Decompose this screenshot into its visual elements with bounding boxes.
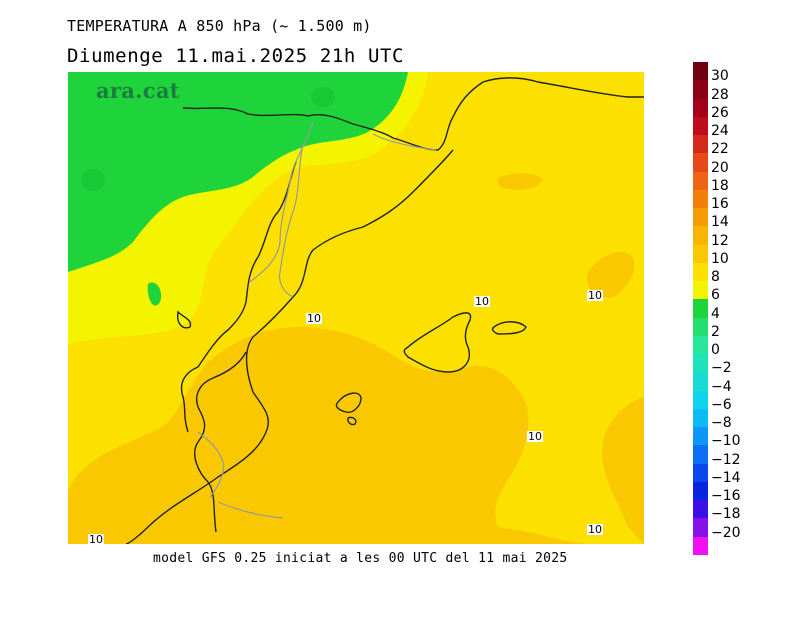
color-scale-tick-label: 18	[711, 177, 729, 194]
color-scale-swatch	[693, 335, 708, 355]
contour-label: 10	[587, 523, 603, 536]
color-scale-swatch	[693, 153, 708, 173]
color-scale-tick-label: −6	[711, 396, 732, 413]
color-scale-tick-label: −18	[711, 506, 741, 523]
color-scale-tick-label: 22	[711, 141, 729, 158]
color-scale-tick-label: 2	[711, 323, 720, 340]
color-scale-tick-label: 12	[711, 232, 729, 249]
band-4-6-area	[68, 72, 408, 272]
color-scale-swatch	[693, 135, 708, 154]
color-scale-swatch	[693, 189, 708, 209]
map-subtitle: Diumenge 11.mai.2025 21h UTC	[67, 45, 405, 67]
temperature-color-scale	[693, 62, 708, 556]
color-scale-tick-label: 20	[711, 159, 729, 176]
color-scale-swatch	[693, 408, 708, 428]
color-scale-swatch	[693, 518, 708, 538]
color-scale-swatch	[693, 445, 708, 465]
color-scale-swatch	[693, 98, 708, 118]
color-scale-swatch	[693, 281, 708, 300]
contour-label: 10	[474, 295, 490, 308]
color-scale-swatch	[693, 80, 708, 99]
color-scale-tick-label: 4	[711, 305, 720, 322]
color-scale-tick-label: 14	[711, 214, 729, 231]
map-title: TEMPERATURA A 850 hPa (~ 1.500 m)	[67, 17, 372, 35]
color-scale-swatch	[693, 317, 708, 337]
color-scale-swatch	[693, 244, 708, 264]
color-scale-swatch	[693, 390, 708, 410]
map-canvas	[68, 72, 644, 544]
islands	[335, 312, 527, 426]
color-scale-tick-label: 24	[711, 123, 729, 140]
color-scale-swatch	[693, 481, 708, 501]
color-scale-swatch	[693, 536, 708, 556]
color-scale-swatch	[693, 427, 708, 446]
color-scale-swatch	[693, 463, 708, 483]
color-scale-swatch	[693, 500, 708, 519]
color-scale-tick-label: 28	[711, 86, 729, 103]
band-4-6-patch	[147, 282, 162, 306]
color-scale-tick-label: −8	[711, 415, 732, 432]
color-scale-swatch	[693, 208, 708, 227]
regional-borders	[197, 121, 437, 519]
color-scale-tick-label: −20	[711, 524, 741, 541]
contour-label: 10	[527, 430, 543, 443]
warm-patch-north	[497, 173, 543, 190]
band-4-6-core	[311, 87, 335, 107]
color-scale-swatch	[693, 171, 708, 191]
color-scale-swatch	[693, 116, 708, 136]
contour-label: 10	[587, 289, 603, 302]
color-scale-tick-label: −12	[711, 451, 741, 468]
color-scale-tick-label: −4	[711, 378, 732, 395]
model-run-footer: model GFS 0.25 iniciat a les 00 UTC del …	[153, 551, 568, 566]
color-scale-swatch	[693, 62, 708, 81]
ara-cat-logo: ara.cat	[96, 78, 180, 103]
band-4-6-core	[81, 169, 105, 191]
coastline	[125, 77, 644, 544]
color-scale-tick-label: 30	[711, 68, 729, 85]
color-scale-swatch	[693, 262, 708, 282]
color-scale-tick-label: 10	[711, 250, 729, 267]
color-scale-tick-label: −16	[711, 488, 741, 505]
color-scale-tick-label: 16	[711, 196, 729, 213]
contour-label: 10	[306, 312, 322, 325]
color-scale-tick-label: 0	[711, 342, 720, 359]
color-scale-swatch	[693, 299, 708, 319]
color-scale-tick-label: 8	[711, 269, 720, 286]
temperature-map: 10 10 10 10 10 10	[68, 72, 644, 544]
warm-patch-east	[587, 252, 635, 298]
color-scale-tick-label: 26	[711, 104, 729, 121]
color-scale-tick-label: −2	[711, 360, 732, 377]
color-scale-tick-label: −10	[711, 433, 741, 450]
color-scale-swatch	[693, 372, 708, 392]
color-scale-tick-label: 6	[711, 287, 720, 304]
color-scale-tick-label: −14	[711, 469, 741, 486]
color-scale-swatch	[693, 226, 708, 246]
color-scale-swatch	[693, 354, 708, 373]
contour-label: 10	[88, 533, 104, 544]
